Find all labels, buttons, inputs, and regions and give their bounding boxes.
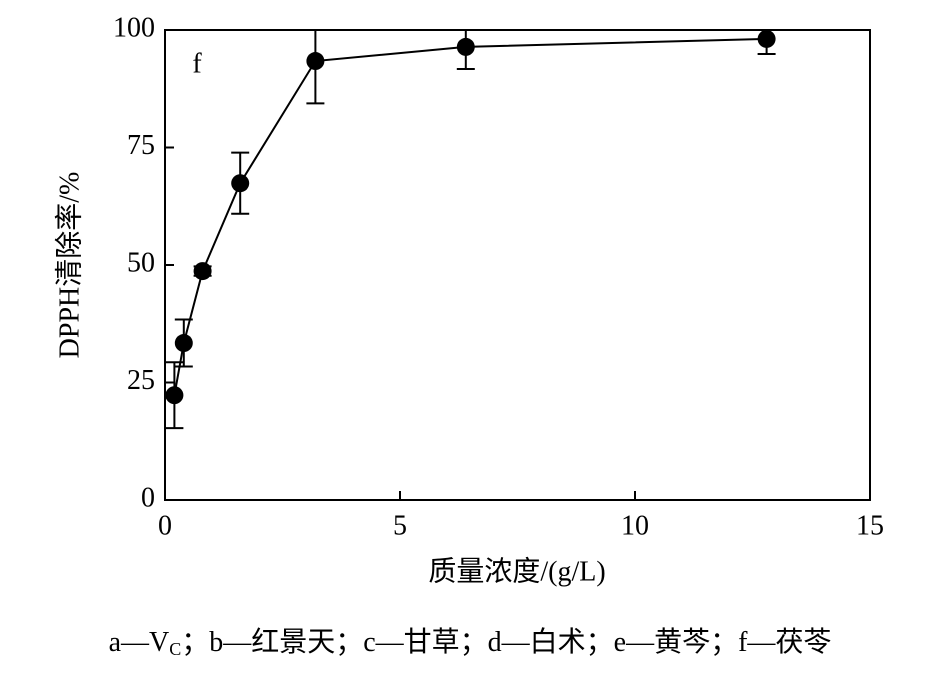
- y-tick-label: 75: [127, 130, 155, 161]
- x-tick-label: 0: [158, 510, 172, 541]
- x-tick-label: 15: [856, 510, 884, 541]
- plot-frame: [164, 29, 871, 501]
- y-tick-label: 100: [113, 12, 155, 43]
- y-tick-label: 0: [141, 482, 155, 513]
- data-point: [231, 174, 250, 193]
- data-point: [165, 386, 184, 405]
- caption: a—VC；b—红景天；c—甘草；d—白术；e—黄芩；f—茯苓: [109, 626, 832, 659]
- x-axis-label: 质量浓度/(g/L): [428, 555, 605, 587]
- y-tick-label: 50: [127, 247, 155, 278]
- data-line: [173, 37, 767, 396]
- caption-subscript: C: [169, 639, 181, 659]
- y-axis-label: DPPH清除率/%: [53, 172, 85, 359]
- data-point: [174, 334, 193, 353]
- data-point: [757, 29, 776, 48]
- caption-part: a—V: [109, 627, 170, 658]
- x-tick-label: 5: [393, 510, 407, 541]
- data-point: [306, 52, 325, 71]
- data-point: [456, 37, 475, 56]
- data-point: [193, 262, 212, 281]
- x-tick-label: 10: [621, 510, 649, 541]
- panel-label: f: [192, 48, 202, 79]
- y-tick-label: 25: [127, 365, 155, 396]
- caption-part: ；b—红景天；c—甘草；d—白术；e—黄芩；f—茯苓: [181, 626, 831, 658]
